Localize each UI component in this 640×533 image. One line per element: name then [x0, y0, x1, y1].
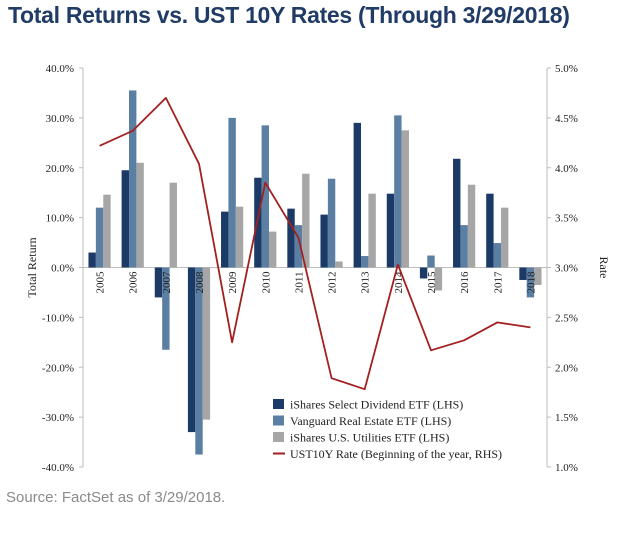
- bar: [526, 267, 535, 298]
- category-label: 2008: [194, 271, 206, 294]
- category-label: 2010: [260, 271, 272, 294]
- left-tick-label: 30.0%: [46, 113, 74, 125]
- category-label: 2009: [227, 271, 239, 294]
- category-label: 2011: [293, 272, 305, 294]
- bar: [500, 207, 509, 268]
- category-label: 2006: [128, 271, 140, 294]
- rate-line-path: [99, 97, 531, 391]
- bar: [88, 252, 96, 268]
- category-label: 2012: [327, 272, 339, 294]
- right-axis-title: Rate: [597, 257, 611, 279]
- bar: [353, 122, 362, 268]
- bar: [187, 267, 196, 433]
- bar: [434, 267, 443, 291]
- bar: [195, 267, 203, 455]
- legend-swatch: [273, 399, 284, 409]
- bar: [361, 256, 369, 268]
- right-tick-label: 1.5%: [555, 412, 578, 424]
- category-label: 2018: [525, 271, 537, 294]
- bar: [121, 170, 130, 268]
- bar: [268, 231, 277, 268]
- right-tick-label: 2.0%: [555, 362, 578, 374]
- legend-swatch: [273, 432, 284, 442]
- legend: iShares Select Dividend ETF (LHS) Vanguar…: [273, 398, 502, 461]
- bar: [534, 267, 542, 285]
- legend-swatch: [273, 415, 284, 426]
- category-label: 2013: [360, 271, 372, 294]
- bar: [294, 225, 303, 268]
- bar: [235, 206, 244, 268]
- bar: [460, 225, 468, 268]
- right-tick-label: 3.5%: [555, 213, 578, 225]
- bar: [486, 193, 494, 268]
- right-tick-label: 4.5%: [555, 113, 578, 125]
- legend-label: Vanguard Real Estate ETF (LHS): [290, 414, 451, 428]
- right-tick-label: 5.0%: [555, 63, 578, 75]
- bar: [261, 125, 269, 268]
- bar: [221, 211, 229, 268]
- category-label: 2017: [492, 271, 504, 294]
- bar: [103, 194, 111, 268]
- bar: [453, 158, 461, 268]
- left-axis-title: Total Return: [25, 237, 39, 297]
- left-tick-label: 40.0%: [46, 63, 74, 75]
- bar: [419, 267, 428, 279]
- bar: [202, 267, 211, 420]
- legend-label: UST10Y Rate (Beginning of the year, RHS): [290, 447, 502, 461]
- category-label: 2015: [426, 271, 438, 294]
- bar: [493, 243, 501, 268]
- bar: [302, 173, 310, 268]
- left-tick-label: -10.0%: [42, 312, 74, 324]
- category-label: 2005: [95, 271, 107, 294]
- bar: [519, 267, 527, 280]
- rate-line: [99, 97, 531, 391]
- bar: [228, 117, 236, 268]
- right-tick-label: 3.0%: [555, 263, 578, 275]
- bar: [368, 193, 376, 268]
- category-labels: 2005 2006 2007 2008 2009 2010 2011 2012 2013 2014…: [95, 271, 538, 294]
- left-tick-label: 20.0%: [46, 163, 74, 175]
- chart-title: Total Returns vs. UST 10Y Rates (Through…: [8, 2, 570, 28]
- bar: [327, 178, 336, 268]
- bar: [320, 214, 328, 268]
- right-tick-label: 2.5%: [555, 312, 578, 324]
- category-label: 2007: [161, 271, 173, 294]
- left-tick-label: 0.0%: [51, 263, 74, 275]
- category-label: 2016: [459, 271, 471, 294]
- left-tick-label: 10.0%: [46, 213, 74, 225]
- left-tick-label: -40.0%: [42, 462, 74, 474]
- bar: [287, 208, 295, 268]
- bar: [427, 255, 435, 268]
- bar: [335, 261, 343, 268]
- bar: [129, 90, 137, 268]
- right-tick-label: 4.0%: [555, 163, 578, 175]
- left-tick-label: -20.0%: [42, 362, 74, 374]
- source-note: Source: FactSet as of 3/29/2018.: [6, 489, 226, 506]
- bar: [467, 184, 476, 268]
- bar: [386, 193, 395, 268]
- legend-label: iShares Select Dividend ETF (LHS): [290, 398, 463, 412]
- bar: [136, 162, 144, 268]
- left-tick-label: -30.0%: [42, 412, 74, 424]
- bar: [154, 267, 163, 298]
- bars: [88, 90, 542, 455]
- bar: [169, 182, 177, 268]
- bar: [95, 207, 104, 268]
- legend-label: iShares U.S. Utilities ETF (LHS): [290, 431, 449, 445]
- bar: [162, 267, 170, 350]
- right-tick-label: 1.0%: [555, 462, 578, 474]
- bar: [401, 130, 409, 268]
- bar: [394, 115, 402, 268]
